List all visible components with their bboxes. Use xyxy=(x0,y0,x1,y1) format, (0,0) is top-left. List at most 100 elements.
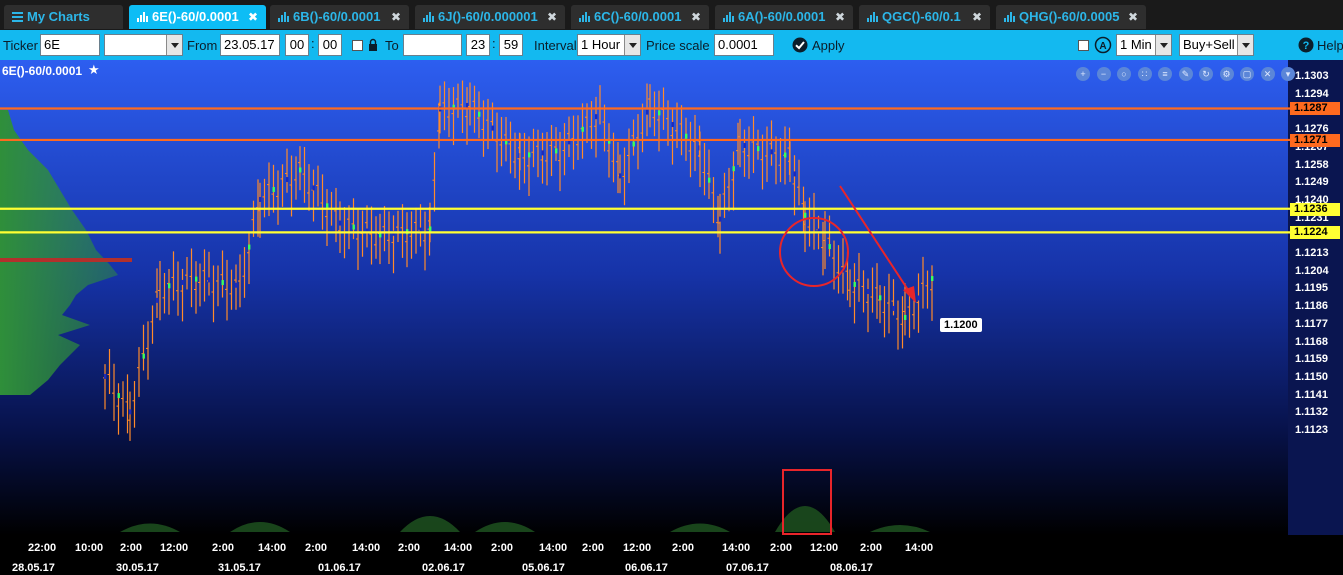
price-axis-label: 1.1159 xyxy=(1295,353,1329,366)
to-hour-input[interactable]: 23 xyxy=(466,34,490,56)
chart-icon xyxy=(137,11,149,22)
apply-button[interactable]: Apply xyxy=(812,38,845,53)
chart-icon xyxy=(278,11,290,22)
time-axis-label: 22:00 xyxy=(28,542,57,554)
chart-tab[interactable]: 6B()-60/0.0001 ✖ xyxy=(270,5,409,29)
time-axis-label: 12:00 xyxy=(623,542,652,554)
delta-marker xyxy=(719,216,722,222)
delta-marker xyxy=(646,109,649,115)
delta-marker xyxy=(608,138,611,144)
menu-icon xyxy=(12,11,24,22)
edit-icon[interactable]: ✎ xyxy=(1178,67,1193,81)
delta-marker xyxy=(352,224,355,230)
chart-icon xyxy=(867,11,879,22)
interval-select[interactable]: 1 Hour xyxy=(577,34,641,56)
date-axis-label: 02.06.17 xyxy=(422,562,465,574)
close-icon[interactable]: ✖ xyxy=(1127,10,1138,24)
minute-value: 1 Min xyxy=(1120,37,1152,52)
to-date-input[interactable] xyxy=(403,34,462,56)
delta-marker xyxy=(784,152,787,158)
price-axis-label: 1.1195 xyxy=(1295,282,1329,295)
from-checkbox[interactable] xyxy=(352,40,363,51)
to-minute-input[interactable]: 59 xyxy=(499,34,523,56)
chart-tab[interactable]: 6J()-60/0.000001 ✖ xyxy=(415,5,565,29)
price-axis-label: 1.1204 xyxy=(1295,264,1329,277)
zoom-out-icon[interactable]: − xyxy=(1096,67,1111,81)
close-icon[interactable]: ✖ xyxy=(834,10,845,24)
zoom-reset-icon[interactable]: ○ xyxy=(1117,67,1131,81)
close-icon[interactable]: ✖ xyxy=(690,10,701,24)
price-scale-input[interactable]: 0.0001 xyxy=(714,34,774,56)
time-axis-background xyxy=(0,535,1343,575)
price-chart[interactable]: 1.13031.12941.12851.12761.12671.12581.12… xyxy=(0,60,1343,575)
date-axis-label: 05.06.17 xyxy=(522,562,565,574)
checkmark-icon[interactable] xyxy=(792,37,808,53)
from-date-input[interactable]: 23.05.17 xyxy=(220,34,280,56)
time-axis-label: 10:00 xyxy=(75,542,104,554)
delta-marker xyxy=(732,166,735,172)
tab-label: 6C()-60/0.0001 xyxy=(594,9,682,24)
help-link[interactable]: Help xyxy=(1317,38,1343,53)
close-icon[interactable]: ✖ xyxy=(390,10,401,24)
side-select[interactable]: Buy+Sell xyxy=(1179,34,1254,56)
bars-icon[interactable]: ≡ xyxy=(1158,67,1172,81)
ticker-input[interactable]: 6E xyxy=(40,34,100,56)
side-value: Buy+Sell xyxy=(1183,37,1235,52)
ticker-select[interactable] xyxy=(104,34,183,56)
auto-scale-icon[interactable]: A xyxy=(1094,36,1112,54)
help-icon[interactable]: ? xyxy=(1298,37,1314,53)
grid-icon[interactable]: ∷ xyxy=(1137,67,1152,81)
volume-area xyxy=(870,525,930,532)
close-icon[interactable]: ✖ xyxy=(546,10,557,24)
favorite-star-icon[interactable]: ★ xyxy=(88,62,100,77)
volume-profile xyxy=(0,110,118,395)
delta-marker xyxy=(366,228,369,234)
time-axis-label: 12:00 xyxy=(810,542,839,554)
annotation-arrow xyxy=(839,185,913,297)
chart-icon xyxy=(723,11,735,22)
price-axis-label: 1.1303 xyxy=(1295,70,1329,82)
chart-tab[interactable]: QGC()-60/0.1 ✖ xyxy=(859,5,990,29)
from-hour-input[interactable]: 00 xyxy=(285,34,309,56)
time-axis-label: 2:00 xyxy=(305,542,328,554)
delta-marker xyxy=(581,126,584,132)
chart-tab[interactable]: QHG()-60/0.0005 ✖ xyxy=(996,5,1146,29)
volume-area xyxy=(230,522,290,532)
option-checkbox[interactable] xyxy=(1078,40,1089,51)
zoom-in-icon[interactable]: + xyxy=(1076,67,1090,81)
annotation-rectangle xyxy=(782,469,832,535)
delta-marker xyxy=(867,289,870,295)
my-charts-tab[interactable]: My Charts xyxy=(4,5,123,29)
delta-marker xyxy=(853,281,856,287)
delta-marker xyxy=(104,373,107,379)
fullscreen-icon[interactable]: ▢ xyxy=(1240,67,1254,81)
chart-tab[interactable]: 6A()-60/0.0001 ✖ xyxy=(715,5,853,29)
settings-icon[interactable]: ⚙ xyxy=(1219,67,1234,81)
close-icon[interactable]: ✖ xyxy=(971,10,982,24)
delta-marker xyxy=(379,232,382,238)
time-axis-label: 2:00 xyxy=(491,542,514,554)
chart-tab[interactable]: 6E()-60/0.0001 ✖ xyxy=(129,5,266,29)
delta-marker xyxy=(326,203,329,209)
ticker-label: Ticker xyxy=(3,38,38,53)
chart-icon xyxy=(1004,11,1016,22)
tab-label: My Charts xyxy=(27,9,90,24)
dropdown-icon[interactable]: ▾ xyxy=(1281,67,1295,81)
time-axis-label: 14:00 xyxy=(905,542,934,554)
chevron-down-icon xyxy=(624,35,640,55)
from-minute-input[interactable]: 00 xyxy=(318,34,342,56)
delta-marker xyxy=(466,102,469,108)
toolbar: Ticker 6E From 23.05.17 00 : 00 To 23 : … xyxy=(0,30,1343,60)
refresh-icon[interactable]: ↻ xyxy=(1199,67,1213,81)
chart-tab[interactable]: 6C()-60/0.0001 ✖ xyxy=(571,5,709,29)
tab-bar: My Charts 6E()-60/0.0001 ✖ 6B()-60/0.0001 ✖ 6… xyxy=(0,0,1343,30)
minute-select[interactable]: 1 Min xyxy=(1116,34,1172,56)
tab-label: 6B()-60/0.0001 xyxy=(293,9,381,24)
price-axis-label: 1.1141 xyxy=(1295,388,1329,401)
lock-icon[interactable] xyxy=(368,38,378,52)
delta-marker xyxy=(142,353,145,359)
close-icon[interactable]: ✕ xyxy=(1260,67,1275,81)
time-axis-label: 12:00 xyxy=(160,542,189,554)
close-icon[interactable]: ✖ xyxy=(247,10,258,24)
time-separator: : xyxy=(492,36,496,51)
